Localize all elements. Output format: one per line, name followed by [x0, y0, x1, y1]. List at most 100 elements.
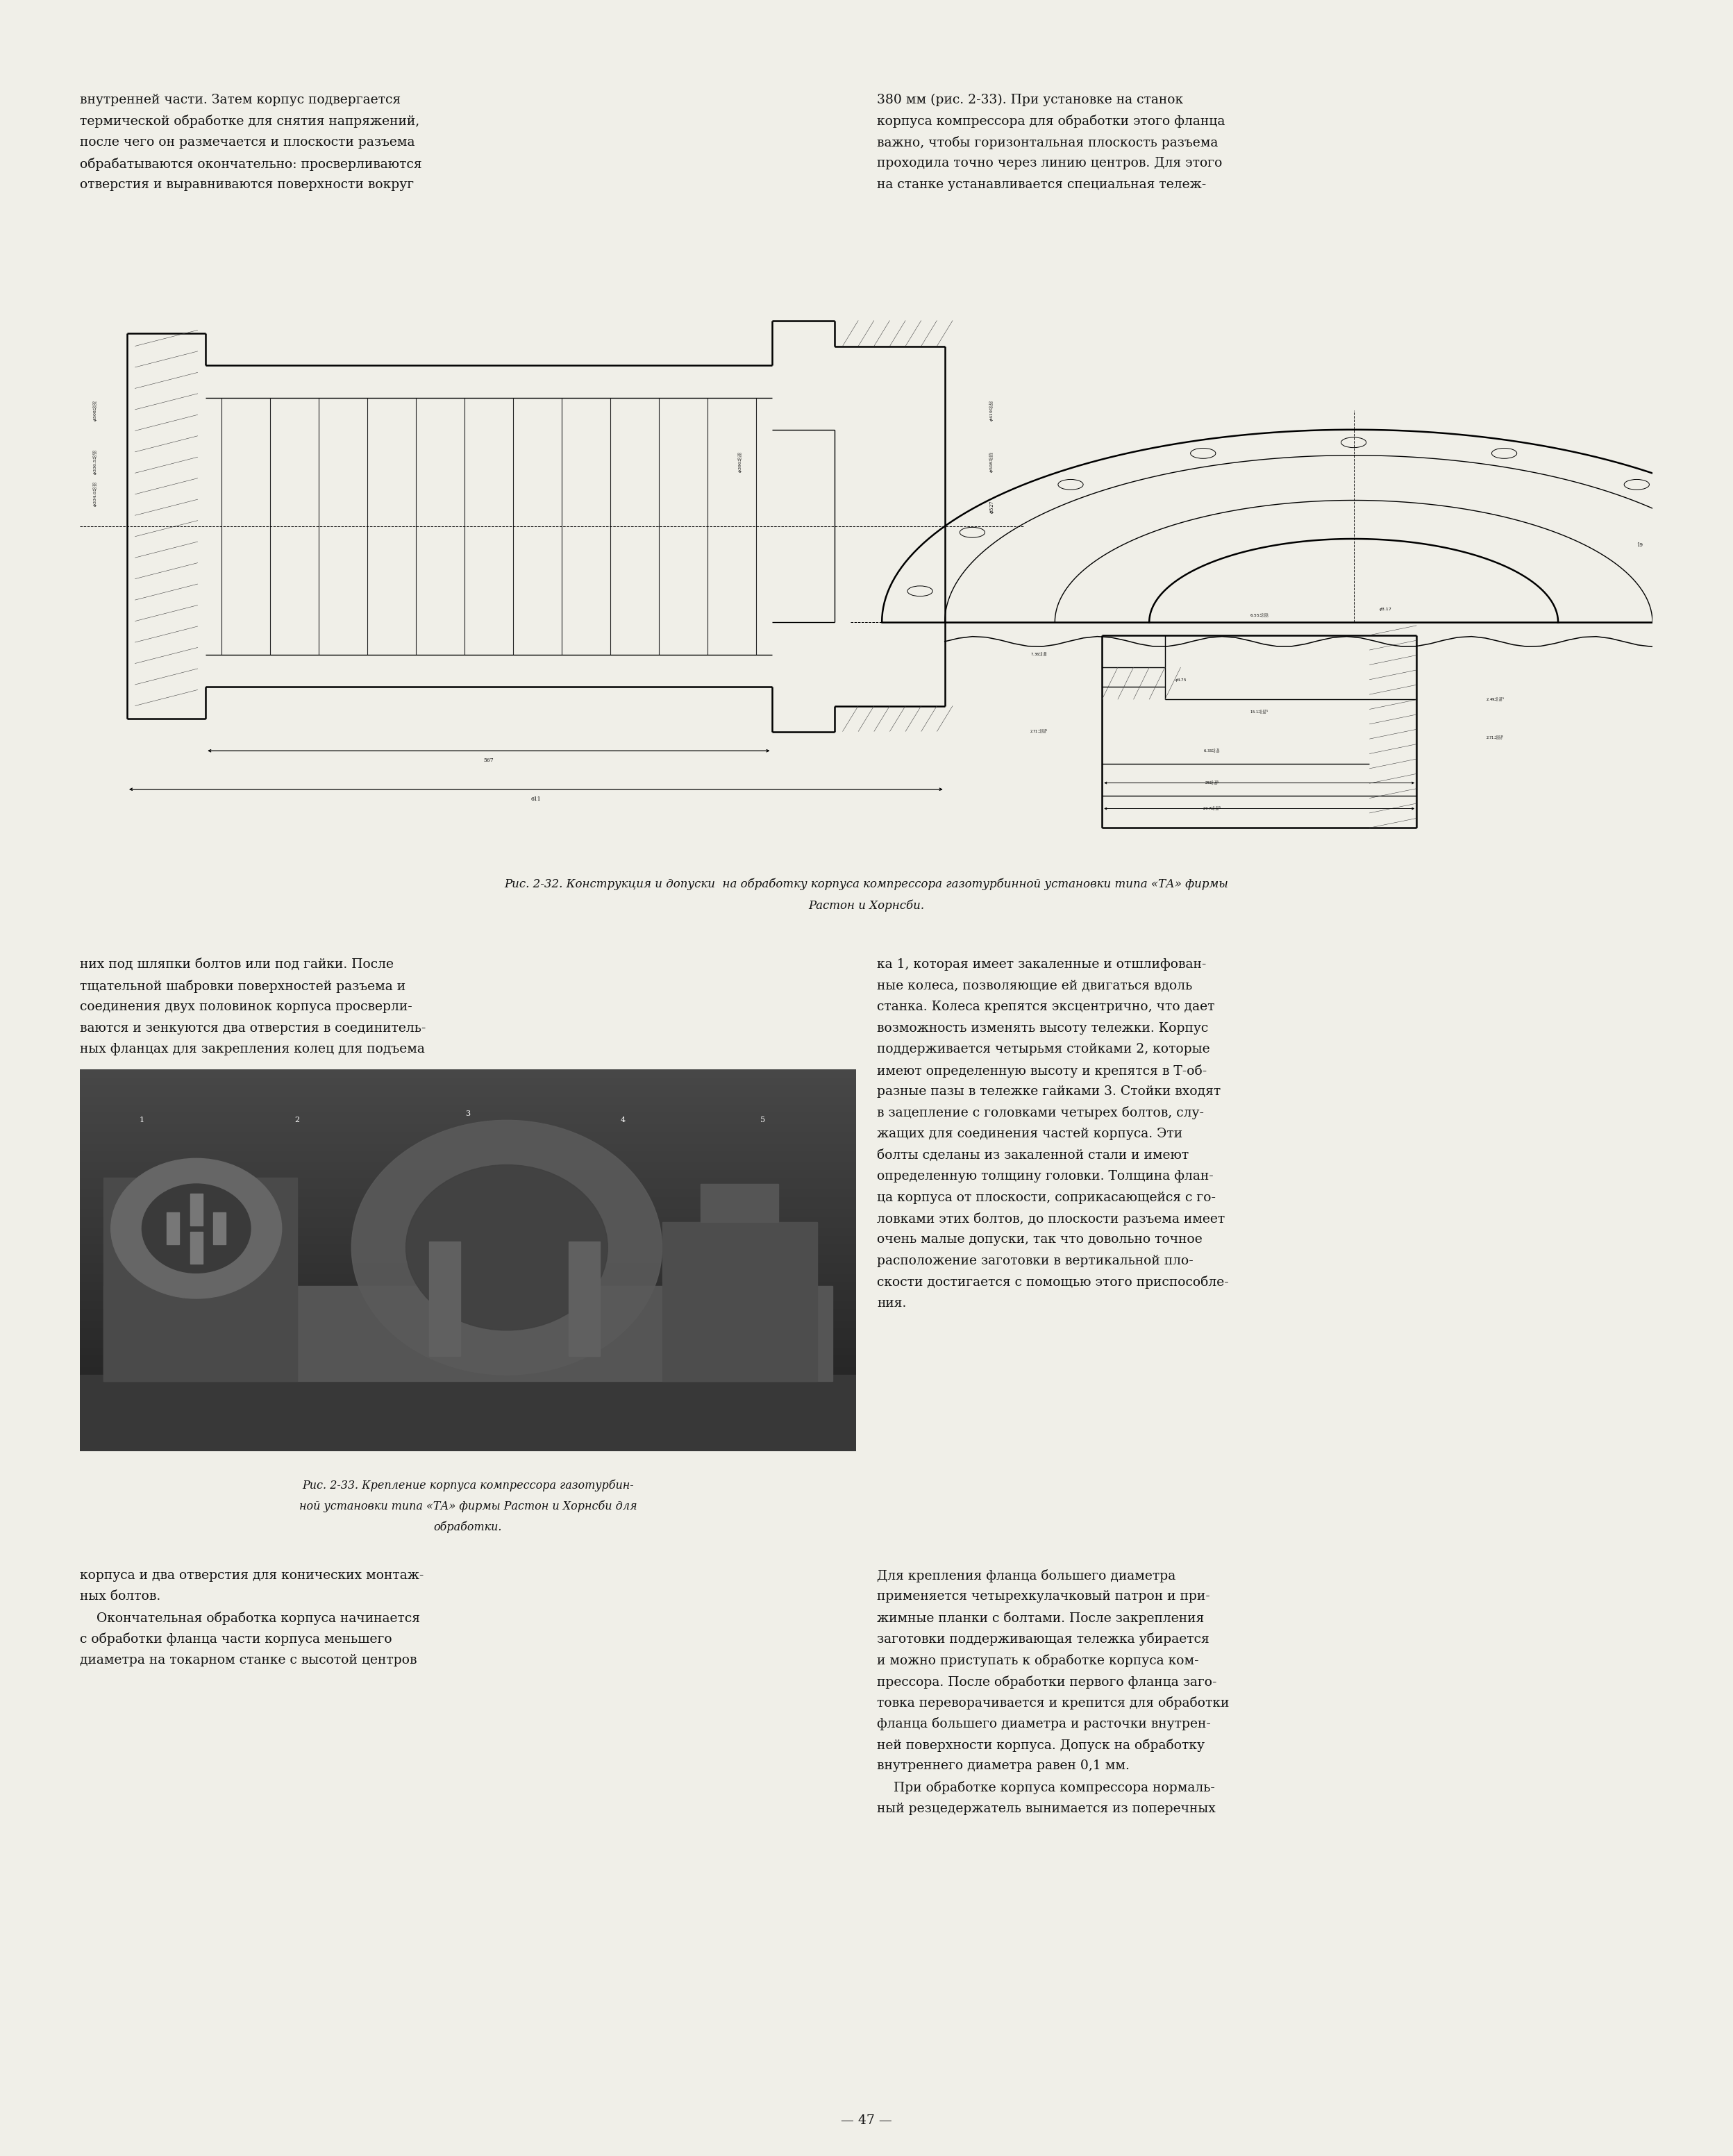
Circle shape — [111, 1158, 282, 1298]
Text: прессора. После обработки первого фланца заго-: прессора. После обработки первого фланца… — [877, 1675, 1217, 1688]
Bar — [80, 1328, 856, 1332]
Text: диаметра на токарном станке с высотой центров: диаметра на токарном станке с высотой це… — [80, 1654, 418, 1667]
Text: ловками этих болтов, до плоскости разъема имеет: ловками этих болтов, до плоскости разъем… — [877, 1212, 1225, 1225]
Bar — [80, 1335, 856, 1339]
Text: скости достигается с помощью этого приспособле-: скости достигается с помощью этого присп… — [877, 1276, 1229, 1289]
Bar — [80, 1440, 856, 1445]
Bar — [80, 1123, 856, 1128]
Bar — [80, 1300, 856, 1304]
Bar — [80, 1255, 856, 1259]
Text: корпуса и два отверстия для конических монтаж-: корпуса и два отверстия для конических м… — [80, 1570, 425, 1583]
Bar — [80, 1216, 856, 1220]
Text: ка 1, которая имеет закаленные и отшлифован-: ка 1, которая имеет закаленные и отшлифо… — [877, 957, 1206, 970]
Text: жимные планки с болтами. После закрепления: жимные планки с болтами. После закреплен… — [877, 1613, 1204, 1626]
Text: $\phi$419$^{+0.10}_{-0.00}$: $\phi$419$^{+0.10}_{-0.00}$ — [988, 399, 996, 420]
Bar — [80, 1250, 856, 1255]
Bar — [80, 1143, 856, 1147]
Text: обработки.: обработки. — [433, 1522, 503, 1533]
Bar — [80, 1266, 856, 1270]
Bar — [80, 1246, 856, 1250]
Bar — [191, 1231, 203, 1263]
Bar — [80, 1205, 856, 1207]
Bar — [80, 1298, 856, 1300]
Bar — [80, 1274, 856, 1279]
Bar — [80, 1225, 856, 1227]
Bar — [80, 1093, 856, 1095]
Bar — [80, 1285, 856, 1289]
Bar — [80, 1363, 856, 1367]
Text: $15.1^{+0.075}_{-0.00}$: $15.1^{+0.075}_{-0.00}$ — [1249, 709, 1269, 716]
Text: $\phi$508$^{+0.00}_{-0.05}$: $\phi$508$^{+0.00}_{-0.05}$ — [92, 399, 99, 420]
Text: применяется четырехкулачковый патрон и при-: применяется четырехкулачковый патрон и п… — [877, 1591, 1210, 1602]
Bar — [80, 1134, 856, 1138]
Text: ней поверхности корпуса. Допуск на обработку: ней поверхности корпуса. Допуск на обраб… — [877, 1738, 1204, 1753]
Text: $6.33^{+0.75}_{-0.00}$: $6.33^{+0.75}_{-0.00}$ — [1203, 746, 1220, 755]
Bar — [80, 1427, 856, 1432]
Text: $\phi$508$^{+0.05}_{-0.03}$: $\phi$508$^{+0.05}_{-0.03}$ — [988, 451, 996, 472]
Bar — [80, 1132, 856, 1134]
Text: термической обработке для снятия напряжений,: термической обработке для снятия напряже… — [80, 114, 419, 127]
Text: Рис. 2-33. Крепление корпуса компрессора газотурбин-: Рис. 2-33. Крепление корпуса компрессора… — [302, 1479, 634, 1492]
Text: имеют определенную высоту и крепятся в Т-об-: имеют определенную высоту и крепятся в Т… — [877, 1065, 1206, 1078]
Bar — [80, 1388, 856, 1393]
Text: 611: 611 — [530, 796, 541, 802]
Bar — [80, 1393, 856, 1397]
Bar — [80, 1201, 856, 1205]
Bar — [80, 1352, 856, 1354]
Bar — [80, 1169, 856, 1173]
Bar — [80, 1343, 856, 1348]
Bar — [80, 1147, 856, 1151]
Text: проходила точно через линию центров. Для этого: проходила точно через линию центров. Для… — [877, 157, 1222, 170]
Bar — [80, 1376, 856, 1451]
Text: 1: 1 — [139, 1117, 144, 1123]
Text: ваются и зенкуются два отверстия в соединитель-: ваются и зенкуются два отверстия в соеди… — [80, 1022, 426, 1035]
Text: $\phi$396$^{+0.10}_{-0.00}$: $\phi$396$^{+0.10}_{-0.00}$ — [737, 451, 743, 472]
Bar — [80, 1339, 856, 1343]
Bar — [80, 1378, 856, 1382]
Text: определенную толщину головки. Толщина флан-: определенную толщину головки. Толщина фл… — [877, 1171, 1213, 1181]
Text: внутренней части. Затем корпус подвергается: внутренней части. Затем корпус подвергае… — [80, 93, 400, 106]
Text: с обработки фланца части корпуса меньшего: с обработки фланца части корпуса меньшег… — [80, 1632, 392, 1645]
Bar — [80, 1197, 856, 1201]
Bar — [80, 1324, 856, 1328]
Text: очень малые допуски, так что довольно точное: очень малые допуски, так что довольно то… — [877, 1233, 1203, 1246]
Text: них под шляпки болтов или под гайки. После: них под шляпки болтов или под гайки. Пос… — [80, 957, 393, 970]
Text: $\phi$334.0$^{+0.10}_{-0.10}$: $\phi$334.0$^{+0.10}_{-0.10}$ — [92, 481, 99, 507]
Bar — [80, 1100, 856, 1104]
Text: обрабатываются окончательно: просверливаются: обрабатываются окончательно: просверлива… — [80, 157, 421, 170]
Text: — 47 —: — 47 — — [841, 2115, 892, 2126]
Text: на станке устанавливается специальная тележ-: на станке устанавливается специальная те… — [877, 179, 1206, 192]
Bar — [80, 1235, 856, 1240]
Bar — [213, 1212, 225, 1244]
Text: $27.7^{+0.125}_{-0.00}$: $27.7^{+0.125}_{-0.00}$ — [1203, 804, 1222, 813]
Text: При обработке корпуса компрессора нормаль-: При обработке корпуса компрессора нормал… — [877, 1781, 1215, 1794]
Bar — [80, 1279, 856, 1281]
Bar — [80, 1416, 856, 1421]
Text: $2.49^{+0.125}_{-0.00}$: $2.49^{+0.125}_{-0.00}$ — [1485, 696, 1504, 703]
Bar — [80, 1207, 856, 1212]
Text: 567: 567 — [484, 757, 494, 763]
Bar — [80, 1240, 856, 1242]
Bar — [80, 1354, 856, 1358]
Bar — [80, 1192, 856, 1197]
Bar — [80, 1401, 856, 1406]
Bar — [80, 1367, 856, 1371]
Text: $7.36^{+0.38}_{-0.00}$: $7.36^{+0.38}_{-0.00}$ — [1031, 651, 1048, 658]
Bar — [80, 1386, 856, 1388]
Bar — [80, 1188, 856, 1192]
Bar — [80, 1186, 856, 1188]
Bar — [80, 1371, 856, 1373]
Bar — [80, 1089, 856, 1093]
Bar — [430, 1242, 461, 1356]
Text: Растон и Хорнсби.: Растон и Хорнсби. — [809, 899, 924, 912]
Text: в зацепление с головками четырех болтов, слу-: в зацепление с головками четырех болтов,… — [877, 1106, 1204, 1119]
Text: расположение заготовки в вертикальной пло-: расположение заготовки в вертикальной пл… — [877, 1255, 1194, 1268]
Bar — [80, 1181, 856, 1186]
Bar — [80, 1115, 856, 1119]
Bar — [80, 1432, 856, 1436]
Circle shape — [406, 1164, 608, 1330]
Text: внутреннего диаметра равен 0,1 мм.: внутреннего диаметра равен 0,1 мм. — [877, 1759, 1130, 1772]
Bar — [80, 1406, 856, 1408]
Text: болты сделаны из закаленной стали и имеют: болты сделаны из закаленной стали и имею… — [877, 1149, 1189, 1162]
Bar — [80, 1425, 856, 1427]
